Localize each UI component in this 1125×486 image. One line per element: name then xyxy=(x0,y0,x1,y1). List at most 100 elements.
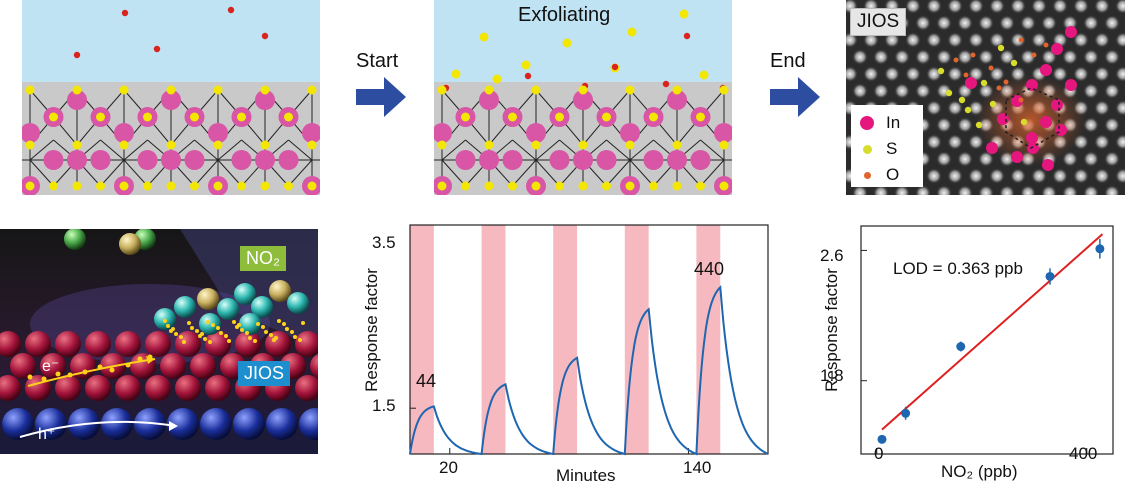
indium-marker xyxy=(1065,79,1077,91)
indium-marker xyxy=(1040,64,1052,76)
indium-atom xyxy=(278,150,299,170)
legend-label: In xyxy=(886,113,901,132)
sulfur-atom xyxy=(484,140,494,150)
indium-marker xyxy=(1042,159,1054,171)
hole-label: h⁺ xyxy=(38,426,56,443)
sulfur-atom xyxy=(602,181,611,191)
sulfur-marker xyxy=(937,67,945,75)
legend-item-in: In xyxy=(856,110,922,136)
sulfur-atom xyxy=(508,112,517,122)
sulfur-atom xyxy=(119,181,129,191)
sulfur-atom xyxy=(649,181,658,191)
indium-marker xyxy=(1051,43,1063,55)
electron-dot xyxy=(174,332,178,336)
indium-atom xyxy=(596,150,617,170)
blue-sphere xyxy=(200,408,232,440)
electron-dot xyxy=(277,319,281,323)
sulfur-atom xyxy=(260,85,270,95)
oxygen-dots xyxy=(73,6,269,59)
electron-dot xyxy=(179,335,183,339)
indium-marker xyxy=(1026,132,1038,144)
sulfur-atom xyxy=(531,140,541,150)
x-axis-title: Minutes xyxy=(556,466,616,485)
indium-atom xyxy=(255,90,275,110)
sulfur-atom xyxy=(190,112,199,122)
y-tick-1.5: 1.5 xyxy=(372,396,396,415)
oxygen-marker xyxy=(1003,79,1009,85)
gas-on-bar xyxy=(624,225,649,454)
legend-label: O xyxy=(886,165,900,184)
red-sphere xyxy=(25,331,51,357)
sulfur-marker xyxy=(1020,118,1028,126)
sulfur-atom xyxy=(119,140,129,150)
indium-atom xyxy=(573,90,593,110)
sulfur-atom xyxy=(699,70,709,80)
sulfur-atom xyxy=(72,85,82,95)
gas-molecule xyxy=(234,283,256,305)
sulfur-atom xyxy=(25,140,35,150)
red-sphere xyxy=(55,375,81,401)
sulfur-atom xyxy=(143,181,152,191)
sulfur-marker xyxy=(964,106,972,114)
sulfur-atom xyxy=(649,112,658,122)
electron-dot xyxy=(198,334,202,338)
electron-dot xyxy=(256,322,260,326)
material-tag: JIOS xyxy=(238,361,291,386)
lod-annotation: LOD = 0.363 ppb xyxy=(893,259,1023,278)
sulfur-atom xyxy=(555,181,564,191)
oxygen-atom xyxy=(524,72,532,80)
sulfur-atom xyxy=(625,140,635,150)
electron-label: e⁻ xyxy=(42,358,60,375)
electron-dot xyxy=(203,337,207,341)
crystal-lattice xyxy=(22,85,320,195)
indium-atom xyxy=(90,150,111,170)
crystal-before-panel xyxy=(22,0,320,195)
sulfur-atom xyxy=(555,112,564,122)
sulfur-marker xyxy=(989,100,997,108)
electron-dot xyxy=(27,374,33,380)
gas-molecule xyxy=(64,229,86,250)
response-chart xyxy=(409,224,769,456)
start-arrow-icon xyxy=(356,77,406,117)
red-sphere xyxy=(145,331,171,357)
sulfur-marker xyxy=(1010,59,1018,67)
sulfur-marker xyxy=(958,96,966,104)
indium-atom xyxy=(161,90,181,110)
sulfur-atom xyxy=(237,112,246,122)
blue-sphere xyxy=(101,408,133,440)
electron-dot xyxy=(290,330,294,334)
oxygen-marker xyxy=(996,85,1002,91)
sulfur-atom xyxy=(578,181,588,191)
sulfur-atom xyxy=(166,140,176,150)
electron-dot xyxy=(248,336,252,340)
sulfur-atom xyxy=(696,181,705,191)
sulfur-atom xyxy=(237,181,246,191)
indium-atom xyxy=(690,150,711,170)
sulfur-marker xyxy=(980,79,988,87)
indium-atom xyxy=(502,150,523,170)
oxygen-marker xyxy=(970,52,976,58)
red-sphere xyxy=(190,353,216,379)
x-tick-20: 20 xyxy=(439,458,458,477)
sulfur-atom xyxy=(260,181,270,191)
indium-marker xyxy=(1040,116,1052,128)
electron-dot xyxy=(264,330,268,334)
red-sphere xyxy=(70,353,96,379)
sulfur-atom xyxy=(437,181,447,191)
indium-marker xyxy=(986,142,998,154)
sulfur-atom xyxy=(25,85,35,95)
x-tick-400: 400 xyxy=(1069,444,1098,463)
indium-marker xyxy=(997,113,1009,125)
electron-dot xyxy=(285,327,289,331)
x-axis-title: NO₂ (ppb) xyxy=(941,462,1018,481)
gas-molecule xyxy=(119,233,141,255)
data-point xyxy=(877,434,887,444)
response-curve xyxy=(409,285,769,456)
red-sphere xyxy=(295,331,318,357)
sulfur-atom xyxy=(25,181,35,191)
electron-dot xyxy=(41,376,47,382)
sulfur-atom xyxy=(213,140,223,150)
sulfur-atom xyxy=(627,27,637,37)
red-sphere xyxy=(310,354,318,378)
sulfur-atom xyxy=(719,85,729,95)
